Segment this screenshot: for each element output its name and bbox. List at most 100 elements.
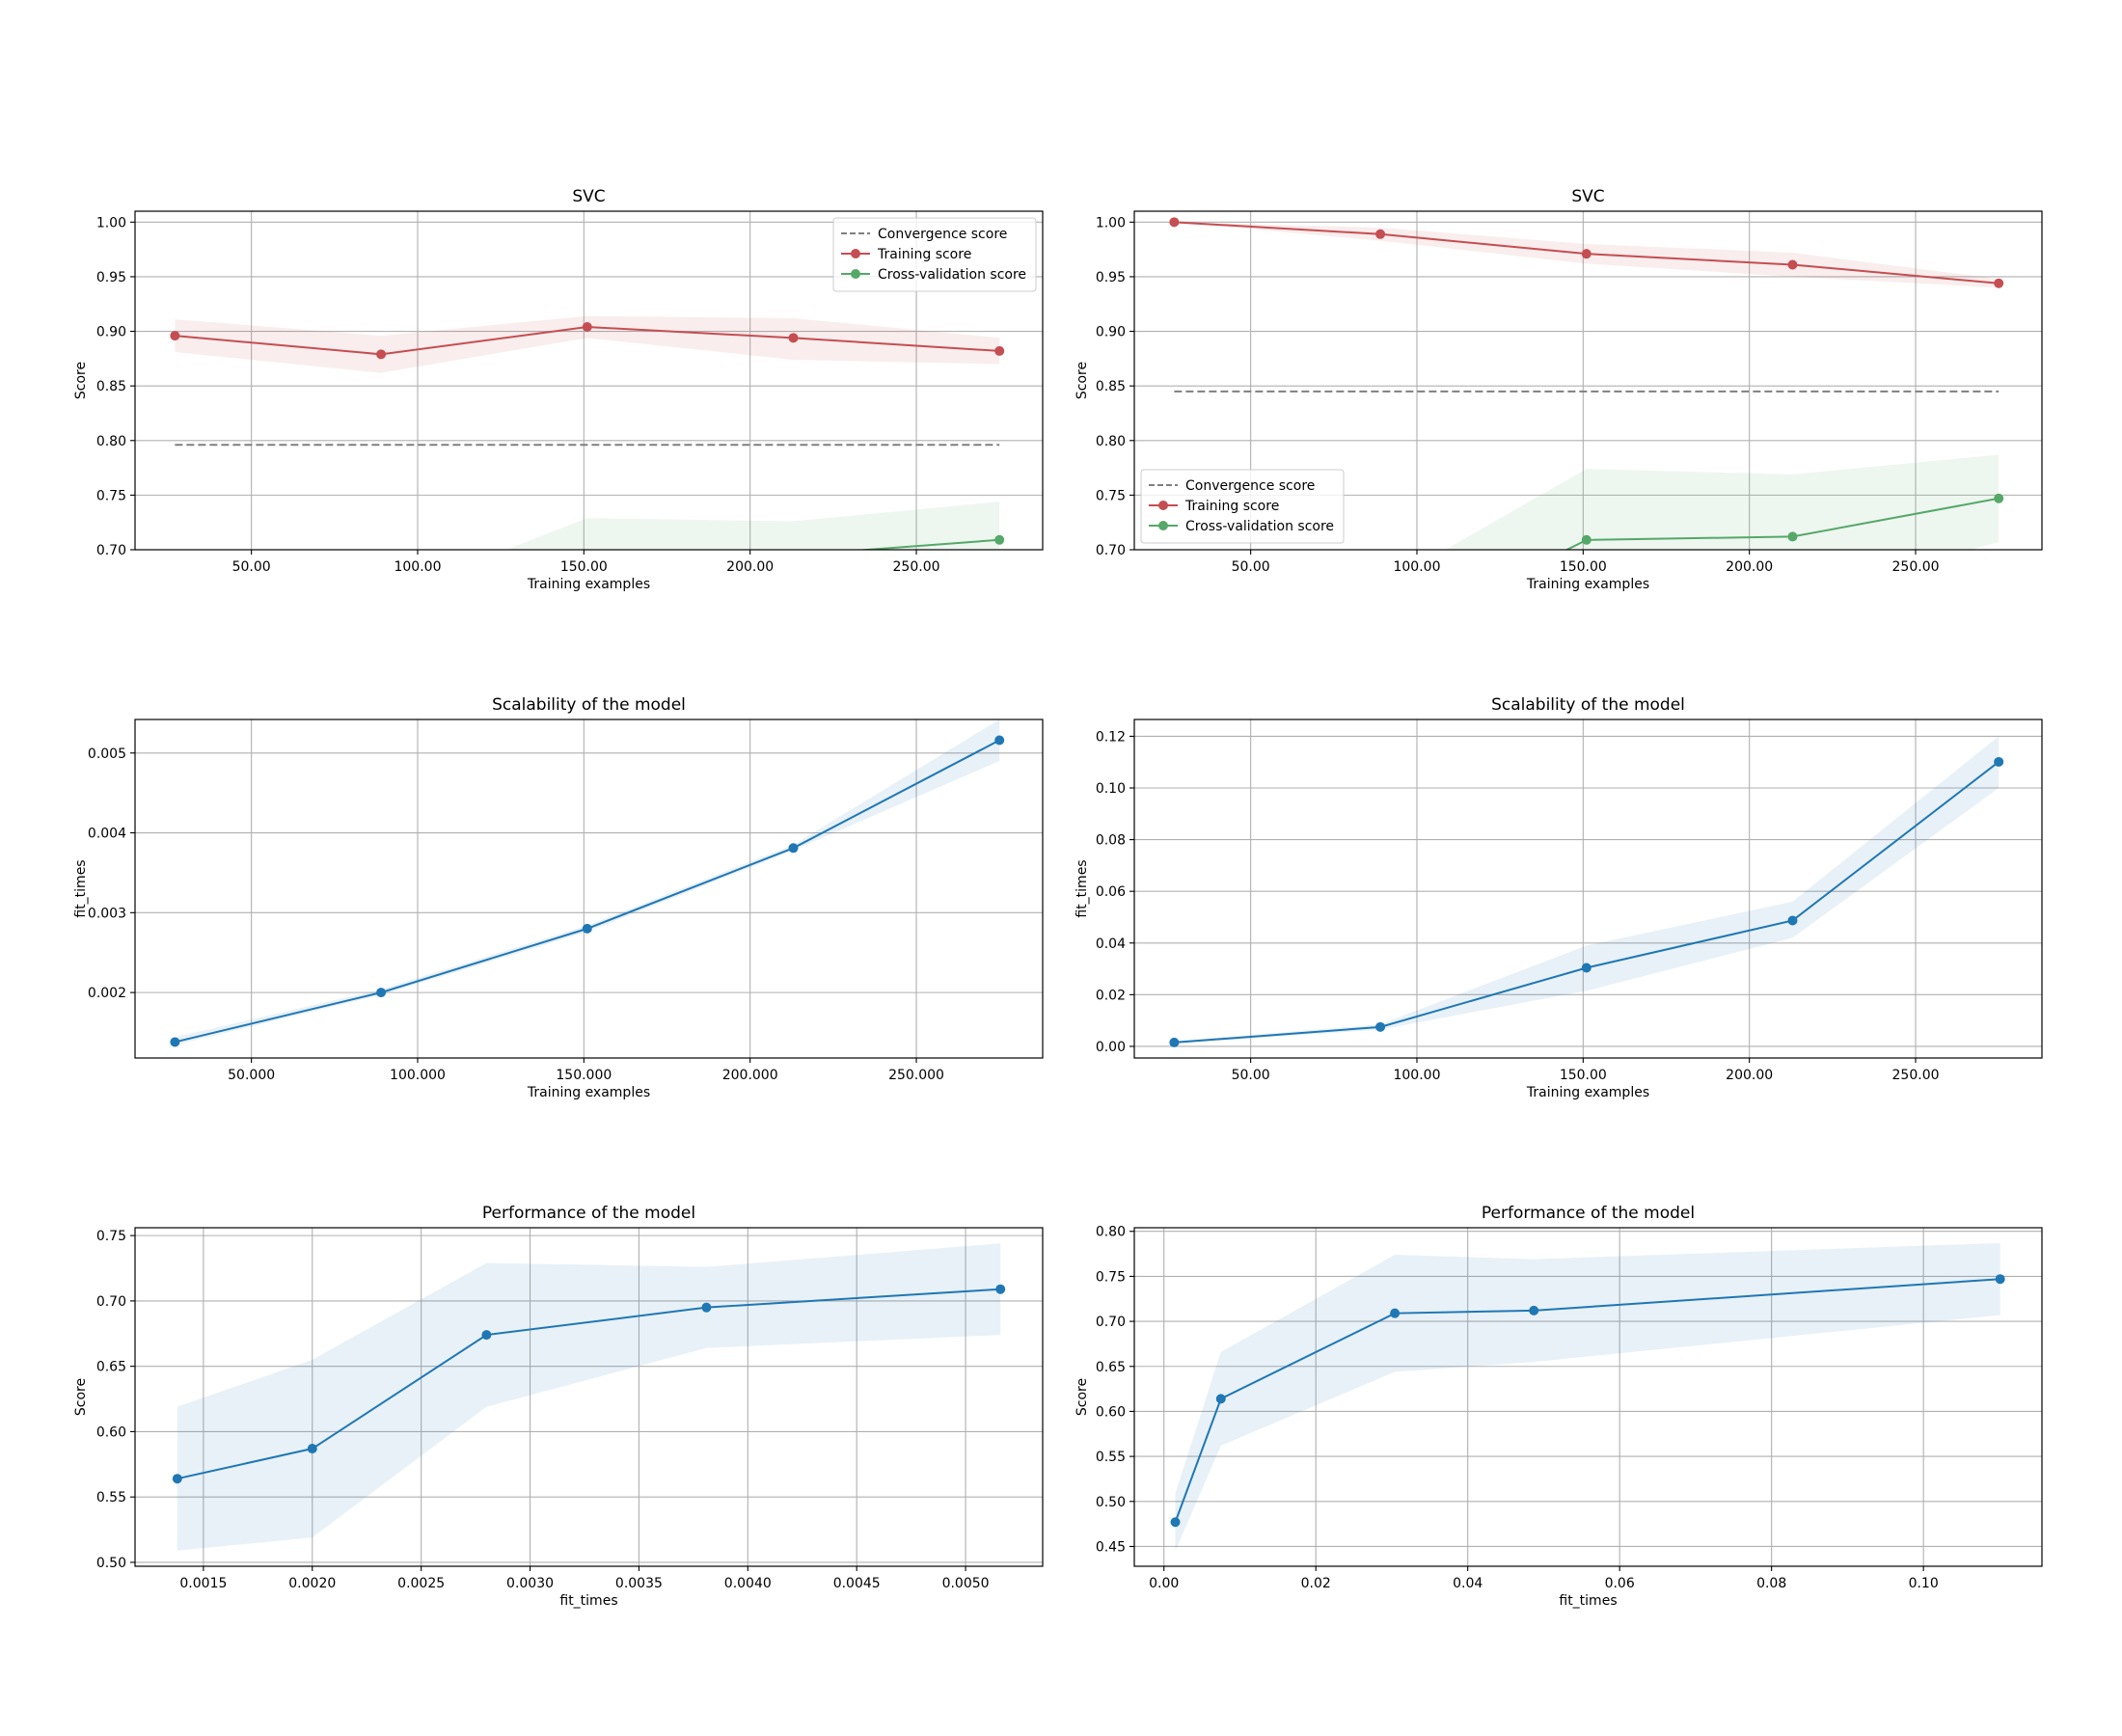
x-tick-label: 0.10: [1909, 1576, 1939, 1591]
axes-frame: [1133, 210, 2043, 551]
y-tick-label: 0.003: [88, 906, 126, 921]
plot-area: [170, 719, 1005, 1047]
y-tick-label: 0.85: [96, 379, 126, 394]
legend-box: [1140, 469, 1345, 544]
x-axis-label: Training examples: [1526, 1085, 1649, 1100]
blue-point: [1170, 1517, 1181, 1528]
ticks: 50.00 100.00 150.00 200.00 250.00 0.70 0.75 0.8…: [96, 215, 940, 575]
blue-point: [1787, 915, 1798, 926]
y-tick-label: 0.02: [1096, 988, 1126, 1003]
y-tick-label: 0.80: [1096, 434, 1126, 449]
train-point: [582, 322, 592, 333]
x-tick-label: 0.04: [1453, 1576, 1483, 1591]
x-tick-label: 250.00: [1892, 1068, 1940, 1083]
x-tick-label: 150.00: [560, 559, 608, 575]
x-tick-label: 150.00: [1560, 1068, 1607, 1083]
cv-point: [376, 668, 386, 678]
y-tick-label: 0.70: [96, 1294, 126, 1310]
blue-point: [172, 1474, 182, 1484]
blue-point: [701, 1302, 712, 1313]
x-axis-label: Training examples: [527, 577, 650, 592]
legend-marker-train: [1158, 501, 1168, 510]
chart-title: Performance of the model: [482, 1204, 695, 1223]
ticks: 0.00 0.02 0.04 0.06 0.08 0.10 0.45 0.50 0.55 0.60…: [1096, 1225, 1939, 1591]
blue-point: [1994, 756, 2004, 767]
legend-label-train: Training score: [877, 247, 971, 262]
legend: Convergence score Training score Cross-val…: [1140, 469, 1345, 544]
blue-point: [582, 923, 592, 934]
train-point: [1994, 278, 2004, 288]
y-tick-label: 0.95: [96, 270, 126, 285]
y-tick-label: 0.45: [1096, 1539, 1126, 1555]
x-tick-label: 0.0035: [615, 1576, 663, 1591]
legend: Convergence score Training score Cross-val…: [832, 217, 1037, 292]
chart-title: Performance of the model: [1482, 1204, 1695, 1223]
x-tick-label: 100.00: [1393, 559, 1440, 575]
perf-right-panel: 0.00 0.02 0.04 0.06 0.08 0.10 0.45 0.50 0.55 0.60…: [1075, 1204, 2043, 1609]
x-tick-label: 0.0050: [942, 1576, 990, 1591]
x-tick-label: 100.00: [1393, 1068, 1440, 1083]
grid: [135, 719, 1043, 1058]
y-tick-label: 0.70: [96, 543, 126, 558]
x-tick-label: 100.000: [390, 1068, 446, 1083]
plot-area: [170, 315, 1005, 678]
blue-point: [788, 843, 799, 854]
cv-band: [506, 502, 1000, 550]
blue-band: [175, 719, 1000, 1045]
blue-point: [1390, 1308, 1401, 1318]
legend-label-convergence: Convergence score: [1185, 478, 1315, 494]
x-tick-label: 0.02: [1301, 1576, 1331, 1591]
blue-line: [1174, 761, 2000, 1044]
blue-point: [1995, 1274, 2005, 1285]
y-tick-label: 0.90: [1096, 325, 1126, 340]
x-tick-label: 0.0020: [288, 1576, 336, 1591]
legend-marker-train: [851, 249, 860, 258]
y-tick-label: 0.10: [1096, 781, 1126, 797]
y-tick-label: 0.70: [1096, 543, 1126, 558]
chart-title: Scalability of the model: [492, 695, 686, 715]
axes-frame: [134, 719, 1044, 1059]
blue-band: [1175, 1242, 2000, 1552]
legend-label-cv: Cross-validation score: [1185, 519, 1334, 534]
blue-band: [177, 1243, 1001, 1551]
y-tick-label: 0.65: [1096, 1360, 1126, 1375]
x-tick-label: 150.00: [1560, 559, 1607, 575]
train-point: [170, 331, 180, 341]
cv-point: [994, 534, 1005, 545]
y-tick-label: 0.80: [96, 434, 126, 449]
axes-frame: [134, 210, 1044, 551]
x-tick-label: 200.00: [1726, 559, 1773, 575]
y-axis-label: Score: [1075, 362, 1090, 399]
legend-marker-cv: [851, 269, 860, 279]
blue-point: [1169, 1037, 1180, 1047]
x-axis-label: Training examples: [527, 1085, 650, 1100]
x-tick-label: 0.08: [1756, 1576, 1786, 1591]
legend-label-train: Training score: [1184, 499, 1279, 514]
x-tick-label: 0.0040: [724, 1576, 772, 1591]
y-tick-label: 0.65: [96, 1360, 126, 1375]
ticks: 50.00 100.00 150.00 200.00 250.00 0.00 0.02 0.0…: [1096, 729, 1940, 1083]
chart-title: Scalability of the model: [1491, 695, 1685, 715]
plot-area: [172, 1243, 1006, 1551]
y-tick-label: 0.06: [1096, 884, 1126, 900]
y-tick-label: 0.004: [88, 827, 126, 842]
cv-band: [1445, 454, 2000, 550]
x-axis-label: fit_times: [1559, 1593, 1617, 1609]
x-tick-label: 50.00: [232, 559, 271, 575]
chart-title: SVC: [1571, 187, 1604, 206]
train-point: [994, 345, 1005, 356]
x-tick-label: 250.00: [893, 559, 940, 575]
y-tick-label: 0.50: [96, 1556, 126, 1571]
x-axis-label: Training examples: [1526, 577, 1649, 592]
x-axis-label: fit_times: [559, 1593, 617, 1609]
train-point: [1169, 217, 1180, 228]
y-tick-label: 0.90: [96, 325, 126, 340]
ticks: 50.000 100.000 150.000 200.000 250.000 0.002 0…: [88, 746, 944, 1083]
cv-point: [1375, 638, 1385, 648]
legend-label-cv: Cross-validation score: [878, 267, 1026, 283]
scal-left-panel: 50.000 100.000 150.000 200.000 250.000 0.002 0…: [73, 695, 1044, 1100]
blue-point: [170, 1037, 180, 1047]
y-axis-label: Score: [73, 1378, 89, 1416]
blue-point: [995, 1284, 1006, 1294]
grid: [1134, 1228, 2042, 1566]
